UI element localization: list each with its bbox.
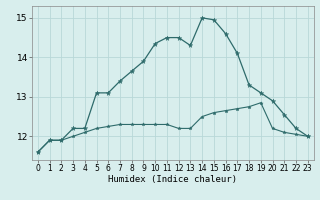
X-axis label: Humidex (Indice chaleur): Humidex (Indice chaleur) — [108, 175, 237, 184]
